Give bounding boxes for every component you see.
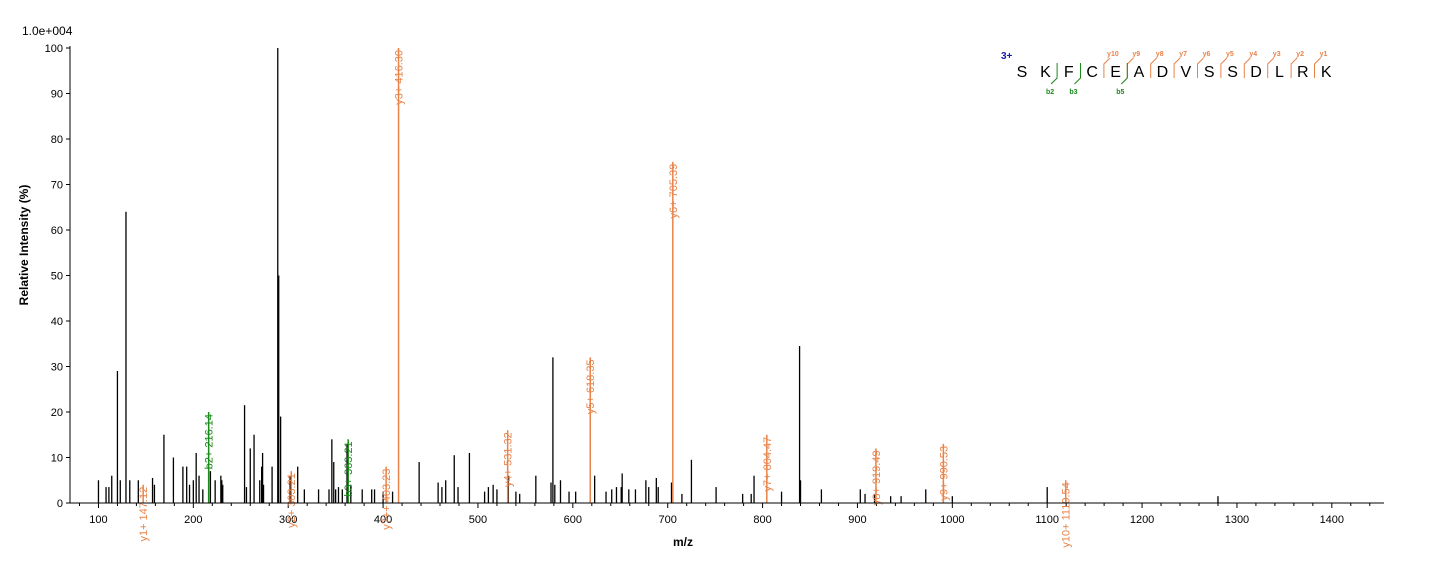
y-ion-label: y7: [1179, 51, 1187, 58]
y-tick-label: 90: [51, 89, 63, 101]
y-ion-label: y6: [1203, 51, 1211, 58]
y-ion-cleavage-mark: [1126, 57, 1134, 78]
y-ion-cleavage-mark: [1220, 57, 1228, 78]
y-tick-label: 100: [45, 43, 63, 55]
peak-label: y7+ 804.47: [762, 437, 774, 492]
x-tick-label: 400: [374, 514, 392, 526]
residue: K: [1040, 64, 1051, 81]
y-tick-label: 70: [51, 180, 63, 192]
y-ion-label: y1: [1320, 51, 1328, 58]
y-ion-cleavage-mark: [1197, 57, 1204, 78]
y-tick-label: 60: [51, 225, 63, 237]
y-tick-label: 20: [51, 407, 63, 419]
y-ion-cleavage-mark: [1150, 57, 1158, 78]
y-ion-cleavage-mark: [1290, 57, 1298, 78]
intensity-scale-label: 1.0e+004: [22, 24, 73, 38]
y-ion-label: y10: [1107, 51, 1119, 58]
residue: F: [1064, 64, 1074, 81]
x-tick-label: 1300: [1225, 514, 1249, 526]
y-tick-label: 80: [51, 134, 63, 146]
residue: S: [1204, 64, 1215, 81]
residue: S: [1227, 64, 1238, 81]
x-tick-label: 100: [89, 514, 107, 526]
y-ion-cleavage-mark: [1267, 57, 1275, 78]
x-tick-label: 900: [848, 514, 866, 526]
peak-label: y3+ 416.30: [394, 50, 406, 105]
b-ion-label: b3: [1069, 89, 1077, 96]
x-axis-title: m/z: [673, 535, 693, 549]
peak-label: y4+ 531.32: [503, 432, 515, 487]
y-tick-label: 0: [57, 498, 63, 510]
peak-label: y9+ 990.53: [938, 446, 950, 501]
peak-label: y6+ 705.39: [668, 164, 680, 219]
axes: [69, 46, 1384, 504]
x-tick-label: 200: [184, 514, 202, 526]
precursor-charge: 3+: [1001, 51, 1013, 62]
y-axis-title: Relative Intensity (%): [17, 185, 31, 306]
peak-label: y1+ 147.12: [138, 487, 150, 542]
y-ion-cleavage-mark: [1314, 57, 1321, 78]
y-tick-label: 50: [51, 271, 63, 283]
x-tick-label: 600: [564, 514, 582, 526]
x-tick-label: 700: [659, 514, 677, 526]
y-ion-label: y8: [1156, 51, 1164, 58]
x-tick-label: 1000: [940, 514, 964, 526]
residue: C: [1086, 64, 1098, 81]
labeled-peaks: [142, 48, 1067, 503]
residue: D: [1157, 64, 1169, 81]
residue: S: [1017, 64, 1028, 81]
y-ion-label: y5: [1226, 51, 1234, 58]
y-ion-cleavage-mark: [1103, 57, 1111, 78]
y-tick-label: 10: [51, 453, 63, 465]
peak-label: b2+ 216.14: [204, 414, 216, 469]
peak-label: y5+ 618.35: [585, 359, 597, 414]
y-ion-label: y9: [1132, 51, 1140, 58]
y-ion-cleavage-mark: [1173, 57, 1181, 78]
b-ion-cleavage-mark: [1120, 63, 1128, 85]
residue: D: [1250, 64, 1262, 81]
b-ion-cleavage-mark: [1074, 63, 1081, 85]
residue: R: [1297, 64, 1309, 81]
x-axis-group: 100 200 300 400 500 600 700 800 900 1000 1100 1200 1…: [78, 503, 1371, 526]
y-ion-label: y4: [1249, 51, 1257, 58]
x-tick-label: 800: [753, 514, 771, 526]
y-axis-group: 0 10 20 30 40 50 60 70 80 90 100: [45, 43, 70, 510]
x-tick-label: 1400: [1320, 514, 1344, 526]
b-ion-label: b5: [1116, 89, 1124, 96]
peak-label: y7++ 403.23: [381, 469, 393, 530]
residue: V: [1180, 64, 1191, 81]
x-tick-label: 1200: [1130, 514, 1154, 526]
y-ion-cleavage-mark: [1243, 57, 1251, 78]
y-ion-label: y3: [1273, 51, 1281, 58]
y-ion-label: y2: [1296, 51, 1304, 58]
peak-label: y2+ 303.21: [286, 473, 298, 528]
x-tick-label: 1100: [1035, 514, 1059, 526]
unlabeled-peaks: [97, 48, 1219, 503]
residue: K: [1321, 64, 1332, 81]
y-tick-label: 40: [51, 316, 63, 328]
x-tick-label: 500: [469, 514, 487, 526]
x-tick-label: 300: [279, 514, 297, 526]
peak-label: b3+ 363.21: [343, 441, 355, 496]
peak-labels: y1+ 147.12 b2+ 216.14 y2+ 303.21 b3+ 363.21…: [138, 50, 1073, 548]
y-tick-label: 30: [51, 362, 63, 374]
peak-label: y10+ 1119.54: [1061, 482, 1073, 547]
b-ion-label: b2: [1046, 89, 1054, 96]
residue: E: [1110, 64, 1121, 81]
residue: L: [1275, 64, 1284, 81]
b-ion-cleavage-mark: [1050, 63, 1058, 85]
peak-label: y8+ 919.49: [871, 450, 883, 505]
residue: A: [1134, 64, 1145, 81]
